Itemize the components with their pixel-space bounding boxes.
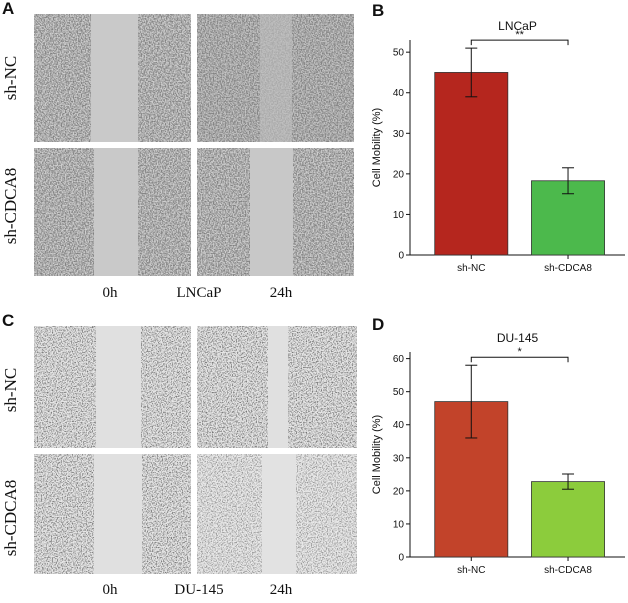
caption-c-24h: 24h: [270, 582, 293, 598]
scratch-image-c-cdca8-0h: [34, 454, 191, 574]
caption-a-0h: 0h: [103, 285, 119, 301]
bar-chart-du145: DU-145 0 10 20 30 40 50 60 Cell Mobility (%) sh-N…: [371, 331, 625, 576]
y-tick-label: 20: [393, 169, 405, 180]
scratch-image-c-cdca8-24h: [197, 454, 357, 574]
chart-title: LNCaP: [498, 19, 537, 33]
significance-bracket: [470, 39, 569, 46]
x-tick-label-sh-nc: sh-NC: [457, 565, 485, 576]
panel-label-c: C: [2, 311, 14, 330]
panel-label-b: B: [372, 1, 384, 20]
row-label-sh-cdca8-a: sh-CDCA8: [1, 168, 20, 245]
row-label-sh-cdca8-c: sh-CDCA8: [1, 480, 20, 557]
y-tick-label: 0: [398, 251, 404, 262]
y-tick-label: 10: [393, 519, 405, 530]
y-tick-label: 30: [393, 129, 405, 140]
y-axis-label: Cell Mobility (%): [371, 108, 383, 187]
y-tick-label: 60: [393, 354, 405, 365]
y-tick-label: 40: [393, 88, 405, 99]
scratch-image-c-nc-24h: [197, 326, 357, 448]
scratch-image-a-cdca8-24h: [197, 148, 354, 276]
x-tick-label-sh-cdca8: sh-CDCA8: [544, 263, 592, 274]
y-tick-label: 20: [393, 486, 405, 497]
caption-a-cellline: LNCaP: [177, 285, 222, 301]
x-tick-label-sh-nc: sh-NC: [457, 263, 485, 274]
chart-title: DU-145: [497, 331, 539, 345]
panel-label-d: D: [372, 315, 384, 334]
y-tick-label: 40: [393, 420, 405, 431]
row-label-sh-nc-a: sh-NC: [1, 56, 20, 100]
y-tick-label: 0: [398, 553, 404, 564]
bar-chart-lncap: LNCaP 0 10 20 30 40 50 Cell Mobility (%) sh-NC sh…: [371, 19, 625, 274]
y-tick-label: 50: [393, 48, 405, 59]
bar-sh-cdca8: [531, 481, 605, 558]
row-label-sh-nc-c: sh-NC: [1, 368, 20, 412]
significance-marker: **: [515, 29, 524, 41]
scratch-image-a-cdca8-0h: [34, 148, 191, 276]
scratch-image-a-nc-24h: [197, 14, 354, 142]
scratch-image-a-nc-0h: [34, 14, 191, 142]
y-tick-label: 30: [393, 453, 405, 464]
significance-bracket: [470, 356, 569, 363]
caption-c-0h: 0h: [103, 582, 119, 598]
caption-a-24h: 24h: [270, 285, 293, 301]
bar-sh-nc: [434, 72, 509, 256]
scratch-image-c-nc-0h: [34, 326, 191, 448]
caption-c-cellline: DU-145: [174, 582, 223, 598]
x-tick-label-sh-cdca8: sh-CDCA8: [544, 565, 592, 576]
y-tick-label: 10: [393, 210, 405, 221]
panel-label-a: A: [2, 0, 14, 18]
y-axis-label: Cell Mobility (%): [371, 415, 383, 494]
significance-marker: *: [518, 346, 523, 358]
y-tick-label: 50: [393, 387, 405, 398]
